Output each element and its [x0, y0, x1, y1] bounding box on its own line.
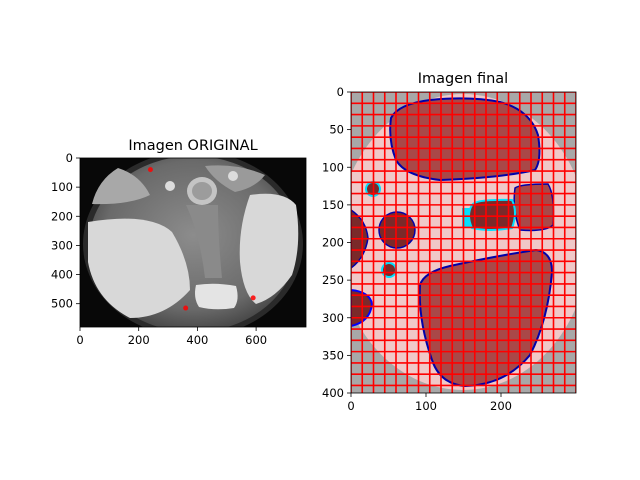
- y-tick-label: 300: [322, 311, 344, 325]
- y-tick-label: 300: [51, 238, 73, 252]
- y-tick-label: 100: [322, 160, 344, 174]
- y-tick-label: 0: [337, 85, 344, 99]
- x-tick-label: 0: [76, 333, 83, 347]
- y-tick-label: 400: [322, 386, 344, 400]
- x-tick-label: 600: [245, 333, 267, 347]
- marker-point: [250, 295, 256, 301]
- final-image: [351, 92, 576, 393]
- y-tick-label: 100: [51, 180, 73, 194]
- x-tick-label: 200: [128, 333, 150, 347]
- y-tick-label: 200: [322, 236, 344, 250]
- y-tick-label: 200: [51, 209, 73, 223]
- x-tick-label: 0: [347, 399, 354, 413]
- y-tick-label: 50: [329, 123, 344, 137]
- left-title: Imagen ORIGINAL: [128, 138, 257, 154]
- right-subplot: Imagen final 0 100 200 0 50 100 150 200 250 300 35…: [322, 71, 577, 413]
- y-tick-label: 150: [322, 198, 344, 212]
- y-tick-label: 0: [66, 151, 73, 165]
- original-image: [80, 158, 306, 327]
- y-tick-label: 350: [322, 348, 344, 362]
- left-subplot: Imagen ORIGINAL 0 200 400 600 0 100 200 300 400 5…: [51, 138, 307, 347]
- y-tick-label: 400: [51, 268, 73, 282]
- x-tick-label: 100: [415, 399, 437, 413]
- marker-point: [183, 305, 189, 311]
- x-tick-label: 200: [490, 399, 512, 413]
- y-tick-label: 250: [322, 273, 344, 287]
- right-title: Imagen final: [418, 71, 508, 87]
- x-tick-label: 400: [186, 333, 208, 347]
- y-tick-label: 500: [51, 297, 73, 311]
- marker-point: [147, 167, 153, 173]
